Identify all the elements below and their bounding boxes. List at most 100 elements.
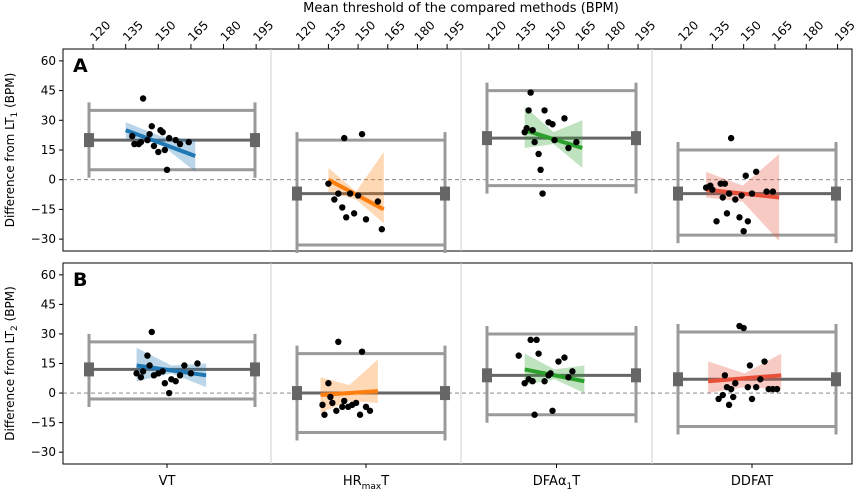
top-tick-label: 165 — [573, 18, 599, 44]
data-point — [537, 166, 544, 174]
top-tick-label: 135 — [707, 18, 733, 44]
data-point — [172, 136, 179, 144]
data-point — [165, 389, 173, 397]
top-tick-label: 180 — [218, 18, 244, 44]
data-point — [752, 383, 760, 391]
data-point — [569, 368, 576, 375]
data-point — [715, 395, 722, 403]
data-point — [551, 136, 558, 144]
data-point — [746, 362, 754, 369]
bias-marker — [831, 186, 841, 201]
bias-marker — [631, 131, 641, 146]
data-point — [325, 180, 332, 187]
data-point — [535, 350, 542, 357]
regression-line — [125, 128, 196, 158]
confidence-band — [320, 359, 378, 413]
data-point — [133, 370, 140, 377]
top-tick-label: 180 — [412, 18, 438, 44]
confidence-band — [136, 347, 207, 388]
y-tick-label: −30 — [31, 232, 56, 246]
bias-marker — [440, 186, 450, 201]
y-tick-label: 60 — [41, 268, 56, 282]
top-tick-label: 150 — [153, 18, 179, 44]
data-point — [362, 216, 370, 223]
data-point — [713, 218, 720, 225]
data-point — [547, 370, 554, 377]
top-tick-label: 120 — [675, 18, 701, 44]
data-point — [172, 378, 179, 385]
data-point — [529, 378, 536, 385]
bias-marker — [482, 368, 492, 383]
data-point — [155, 148, 162, 156]
y-tick-label: −30 — [31, 445, 56, 459]
data-point — [748, 395, 756, 403]
data-point — [335, 190, 342, 197]
group-label: VT — [159, 474, 176, 489]
top-axis-title: Mean threshold of the compared methods (… — [303, 1, 619, 16]
data-point — [358, 130, 366, 138]
data-point — [763, 188, 770, 195]
data-point — [769, 188, 777, 195]
data-point — [329, 399, 336, 407]
data-point — [346, 190, 354, 197]
top-tick-label: 150 — [543, 18, 569, 44]
data-point — [531, 411, 538, 418]
regression-line — [524, 367, 585, 384]
data-point — [352, 399, 360, 407]
data-point — [325, 380, 332, 387]
regression-line — [708, 373, 782, 384]
data-point — [533, 336, 540, 344]
y-tick-label: 45 — [41, 297, 56, 311]
data-point — [549, 407, 556, 414]
data-point — [541, 107, 548, 114]
bias-marker — [673, 372, 683, 387]
data-point — [339, 403, 346, 411]
group-label: DFAα1T — [533, 474, 581, 489]
data-point — [366, 407, 374, 414]
bias-marker — [292, 186, 302, 201]
data-point — [573, 138, 580, 146]
data-point — [529, 126, 536, 134]
data-point — [773, 385, 781, 393]
top-tick-label: 180 — [800, 18, 826, 44]
data-point — [742, 172, 749, 179]
data-point — [719, 194, 726, 201]
data-point — [721, 372, 729, 379]
top-tick-label: 120 — [87, 18, 113, 44]
data-point — [137, 374, 145, 381]
bias-marker — [84, 133, 94, 148]
data-point — [176, 140, 184, 148]
data-point — [161, 380, 169, 387]
data-point — [163, 166, 171, 174]
data-point — [321, 411, 328, 418]
data-point — [727, 385, 735, 393]
data-point — [521, 380, 528, 387]
y-tick-label: 0 — [48, 173, 56, 187]
data-point — [319, 401, 326, 409]
data-point — [523, 125, 530, 132]
data-point — [343, 214, 350, 221]
bias-marker — [631, 368, 641, 383]
top-tick-label: 195 — [832, 18, 858, 44]
data-point — [146, 362, 153, 369]
confidence-band — [328, 151, 384, 224]
data-point — [185, 138, 192, 146]
top-tick-label: 135 — [120, 18, 146, 44]
top-tick-label: 165 — [769, 18, 795, 44]
data-point — [148, 328, 155, 336]
top-tick-label: 135 — [323, 18, 349, 44]
data-point — [144, 136, 151, 144]
data-point — [339, 204, 346, 211]
data-point — [374, 198, 382, 205]
top-tick-label: 195 — [250, 18, 276, 44]
data-point — [165, 134, 173, 142]
top-tick-label: 120 — [293, 18, 319, 44]
data-point — [139, 95, 147, 102]
bias-marker — [84, 362, 94, 377]
data-point — [732, 196, 739, 203]
data-point — [129, 132, 136, 140]
data-point — [535, 150, 542, 158]
data-point — [541, 378, 548, 385]
data-point — [194, 360, 201, 367]
